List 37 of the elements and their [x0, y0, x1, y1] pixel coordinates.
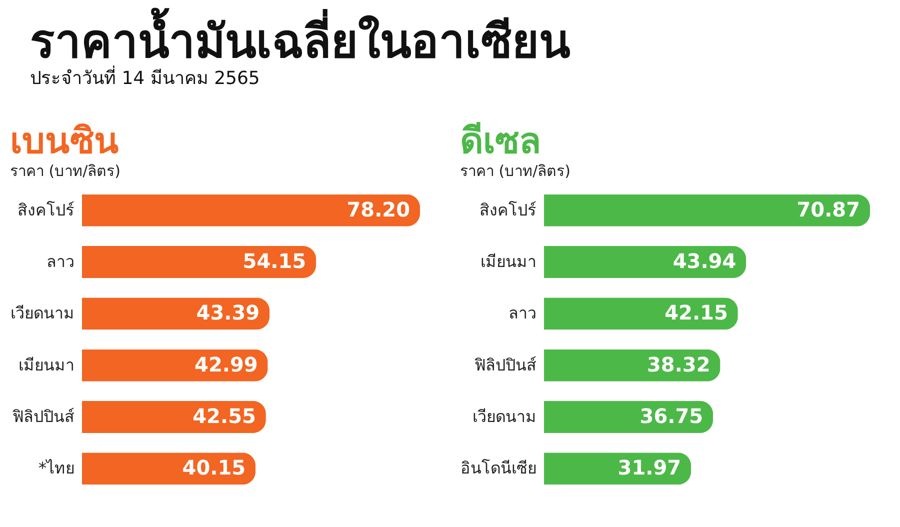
data-label: 40.15: [182, 456, 246, 480]
data-label: 70.87: [796, 197, 860, 222]
text: ประจำวันที่ 14 มีนาคม 2565: [30, 65, 260, 89]
chart-title: เบนซิน: [10, 121, 119, 162]
y-tick-label: อินโดนีเซีย: [460, 458, 536, 478]
data-label: 38.32: [647, 352, 710, 376]
bar: [544, 298, 738, 330]
data-label: 36.75: [640, 404, 704, 428]
bar: [82, 194, 420, 226]
bar: [82, 400, 266, 434]
data-label: 43.39: [196, 300, 260, 325]
data-label: 42.15: [664, 300, 728, 325]
data-label: 42.55: [192, 404, 256, 428]
chart-subtitle: ราคา (บาท/ลิตร): [10, 162, 121, 180]
y-tick-label: เวียดนาม: [10, 304, 74, 323]
y-tick-label: สิงคโปร์: [480, 200, 536, 220]
bar: [544, 194, 870, 226]
y-tick-label: ฟิลิปปินส์: [12, 406, 74, 426]
bar: [544, 400, 714, 434]
text: ราคาน้ำมันเฉลี่ยในอาเซียน: [30, 7, 571, 68]
y-tick-label: เมียนมา: [480, 252, 536, 272]
data-label: 42.99: [194, 352, 258, 376]
y-tick-label: ฟิลิปปินส์: [474, 355, 536, 374]
y-tick-label: *ไทย: [38, 458, 74, 478]
y-tick-label: เวียดนาม: [472, 406, 536, 426]
bar: [544, 246, 746, 278]
data-label: 43.94: [672, 249, 736, 274]
data-label: 54.15: [242, 249, 306, 274]
data-label: 31.97: [618, 456, 682, 480]
chart-subtitle: ราคา (บาท/ลิตร): [460, 162, 571, 180]
bar: [82, 246, 316, 278]
chart-title: ดีเซล: [460, 121, 541, 162]
data-label: 78.20: [346, 197, 410, 222]
y-tick-label: สิงคโปร์: [18, 200, 74, 220]
y-tick-label: เมียนมา: [18, 355, 74, 374]
y-tick-label: ลาว: [46, 252, 74, 272]
y-tick-label: ลาว: [508, 304, 536, 323]
